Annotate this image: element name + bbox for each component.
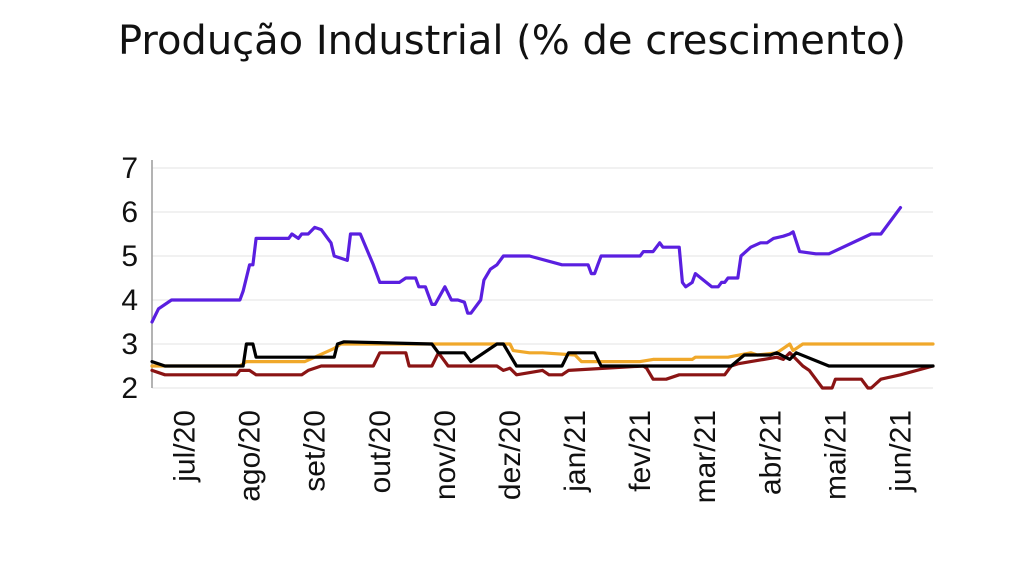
x-tick-label: jan/21 (559, 410, 592, 493)
x-tick-label: jun/21 (884, 410, 917, 493)
gridlines (152, 167, 933, 389)
y-tick-label: 2 (121, 372, 138, 405)
x-tick-label: dez/20 (494, 410, 527, 500)
series-line-3 (150, 351, 935, 390)
y-tick-labels: 2 3 4 5 6 7 (121, 152, 138, 405)
x-tick-label: mar/21 (689, 410, 722, 503)
x-tick-label: ago/20 (234, 410, 267, 502)
x-tick-label: nov/20 (429, 410, 462, 500)
series-lines (150, 206, 935, 390)
x-tick-label: fev/21 (624, 410, 657, 492)
series-line-2 (150, 342, 935, 368)
x-tick-label: out/20 (364, 410, 397, 493)
y-tick-label: 3 (121, 328, 138, 361)
y-tick-label: 5 (121, 240, 138, 273)
x-tick-label: abr/21 (754, 410, 787, 495)
y-tick-label: 6 (121, 196, 138, 229)
x-tick-label: mai/21 (819, 410, 852, 500)
chart-title: Produção Industrial (% de crescimento) (117, 18, 907, 64)
x-tick-labels: jul/20 ago/20 set/20 out/20 nov/20 dez/20 jan/… (169, 410, 918, 503)
y-tick-label: 7 (121, 152, 138, 185)
series-line-4 (150, 340, 935, 368)
x-tick-label: set/20 (299, 410, 332, 492)
y-tick-label: 4 (121, 284, 138, 317)
x-tick-label: jul/20 (169, 410, 202, 483)
series-line-1 (150, 206, 903, 324)
